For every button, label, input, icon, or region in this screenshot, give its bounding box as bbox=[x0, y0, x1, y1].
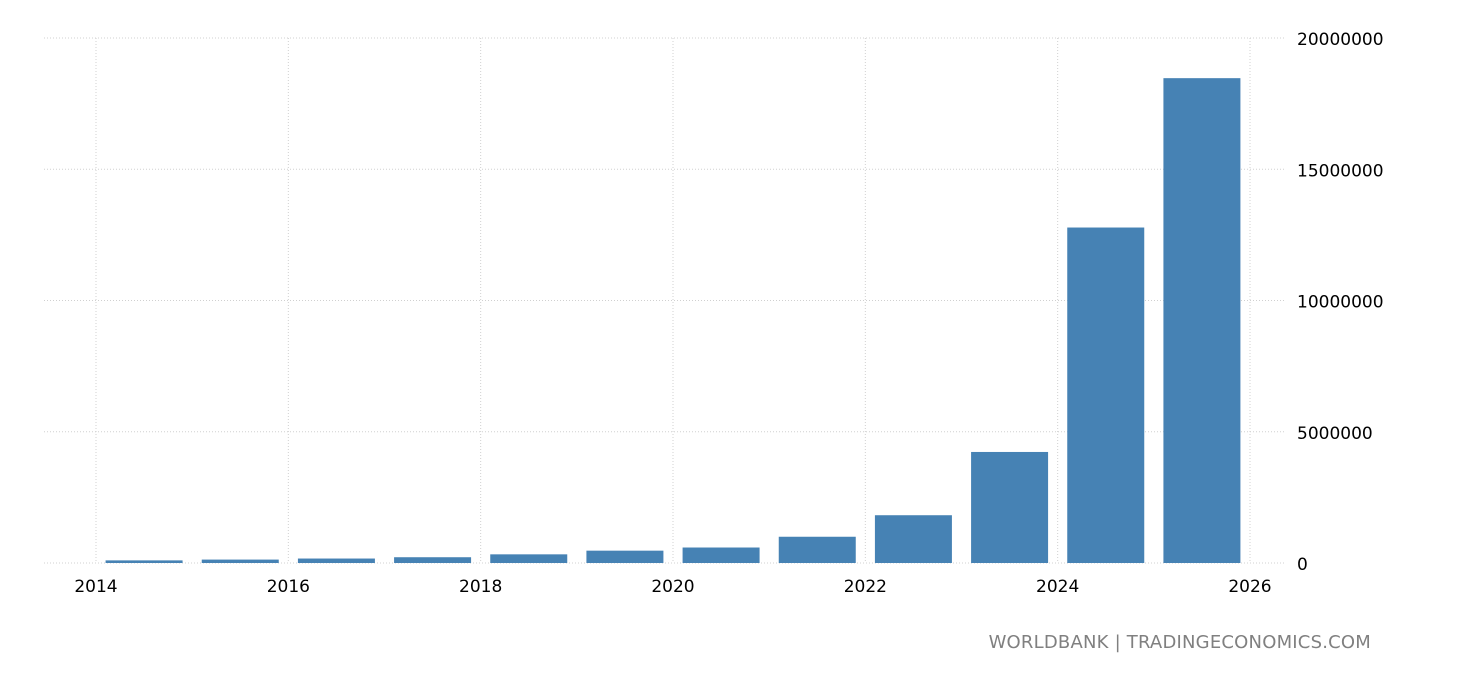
x-tick-label: 2018 bbox=[459, 577, 502, 597]
bar bbox=[201, 559, 279, 563]
y-tick-label: 0 bbox=[1297, 555, 1308, 575]
y-tick-label: 15000000 bbox=[1297, 161, 1384, 181]
bar bbox=[682, 547, 760, 563]
bar bbox=[586, 550, 664, 563]
x-tick-label: 2020 bbox=[651, 577, 694, 597]
bar bbox=[105, 560, 183, 563]
bar bbox=[297, 558, 375, 563]
bar bbox=[778, 536, 856, 563]
x-axis-ticks: 2014 2016 2018 2020 2022 2024 2026 bbox=[74, 577, 1271, 597]
source-label: WORLDBANK | TRADINGECONOMICS.COM bbox=[988, 632, 1371, 653]
x-tick-label: 2026 bbox=[1228, 577, 1271, 597]
x-tick-label: 2016 bbox=[267, 577, 310, 597]
bar bbox=[1067, 227, 1145, 563]
bars bbox=[105, 78, 1241, 563]
x-tick-label: 2022 bbox=[844, 577, 887, 597]
bar bbox=[490, 554, 568, 563]
x-tick-label: 2024 bbox=[1036, 577, 1079, 597]
grid bbox=[44, 37, 1285, 564]
bar bbox=[1163, 78, 1241, 563]
bar bbox=[874, 515, 952, 563]
x-tick-label: 2014 bbox=[74, 577, 117, 597]
y-tick-label: 10000000 bbox=[1297, 293, 1384, 313]
y-tick-label: 5000000 bbox=[1297, 424, 1373, 444]
y-tick-label: 20000000 bbox=[1297, 30, 1384, 50]
y-axis-ticks: 0 5000000 10000000 15000000 20000000 bbox=[1297, 30, 1384, 575]
bar bbox=[394, 557, 472, 563]
bar bbox=[971, 451, 1049, 563]
